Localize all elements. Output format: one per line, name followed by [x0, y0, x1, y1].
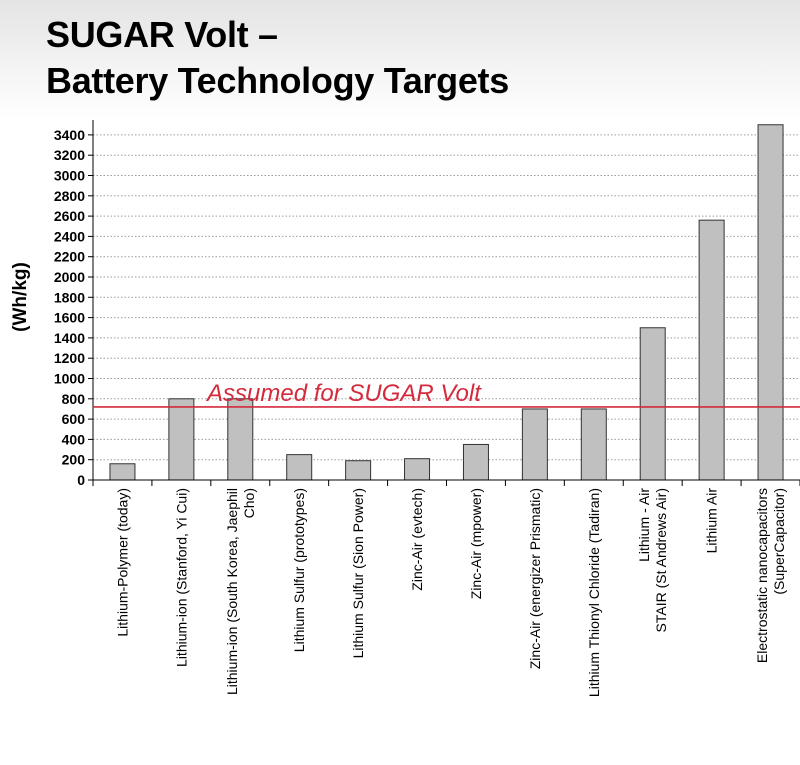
- y-tick-label: 3200: [54, 147, 85, 163]
- slide-title-line-1: SUGAR Volt –: [46, 14, 278, 55]
- x-tick-label: Lithium - Air: [636, 488, 652, 562]
- y-tick-label: 800: [62, 391, 86, 407]
- x-tick-label: Lithium Sulfur (Sion Power): [350, 488, 366, 658]
- bar: [227, 398, 254, 481]
- bar: [109, 463, 136, 481]
- bar: [580, 408, 607, 481]
- y-tick-label: 0: [77, 472, 85, 488]
- y-tick-label: 400: [62, 431, 86, 447]
- x-tick-label: Lithium-Polymer (today): [114, 488, 130, 637]
- bar: [757, 124, 784, 481]
- x-tick-label: Zinc-Air (energizer Prismatic): [527, 488, 543, 669]
- y-tick-label: 3400: [54, 127, 85, 143]
- y-tick-label: 1200: [54, 350, 85, 366]
- y-tick-label: 2000: [54, 269, 85, 285]
- y-tick-label: 3000: [54, 168, 85, 184]
- x-tick-label: STAIR (St Andrews Air): [653, 488, 669, 632]
- y-tick-label: 600: [62, 411, 86, 427]
- y-tick-label: 2800: [54, 188, 85, 204]
- bar: [521, 408, 548, 481]
- header-band: [0, 0, 800, 118]
- reference-line-label: Assumed for SUGAR Volt: [205, 380, 482, 407]
- bar: [698, 219, 725, 481]
- y-tick-label: 2200: [54, 249, 85, 265]
- x-tick-label: Lithium-ion (South Korea, Jaephil: [224, 488, 240, 695]
- bar: [168, 398, 195, 481]
- x-tick-label: Zinc-Air (evtech): [409, 488, 425, 591]
- x-tick-label: Cho): [241, 488, 257, 518]
- x-tick-label: (SuperCapacitor): [771, 488, 787, 595]
- y-tick-label: 1800: [54, 289, 85, 305]
- bar: [404, 458, 431, 481]
- y-tick-label: 200: [62, 452, 86, 468]
- y-axis-label: (Wh/kg): [10, 262, 31, 332]
- x-tick-label: Lithium Thionyl Chloride (Tadiran): [586, 488, 602, 697]
- slide-title-line-2: Battery Technology Targets: [46, 60, 509, 101]
- bar: [345, 460, 372, 481]
- x-tick-label: Lithium Sulfur (prototypes): [291, 488, 307, 652]
- x-tick-label: Lithium-ion (Stanford, Yi Cui): [173, 488, 189, 667]
- y-tick-label: 1600: [54, 310, 85, 326]
- y-tick-label: 2400: [54, 228, 85, 244]
- y-tick-label: 1400: [54, 330, 85, 346]
- x-tick-label: Zinc-Air (mpower): [468, 488, 484, 599]
- y-tick-label: 1000: [54, 371, 85, 387]
- bar: [462, 443, 489, 481]
- bar: [286, 454, 313, 481]
- y-tick-label: 2600: [54, 208, 85, 224]
- bar: [639, 327, 666, 481]
- x-tick-label: Electrostatic nanocapacitors: [754, 488, 770, 663]
- x-tick-label: Lithium Air: [704, 488, 720, 554]
